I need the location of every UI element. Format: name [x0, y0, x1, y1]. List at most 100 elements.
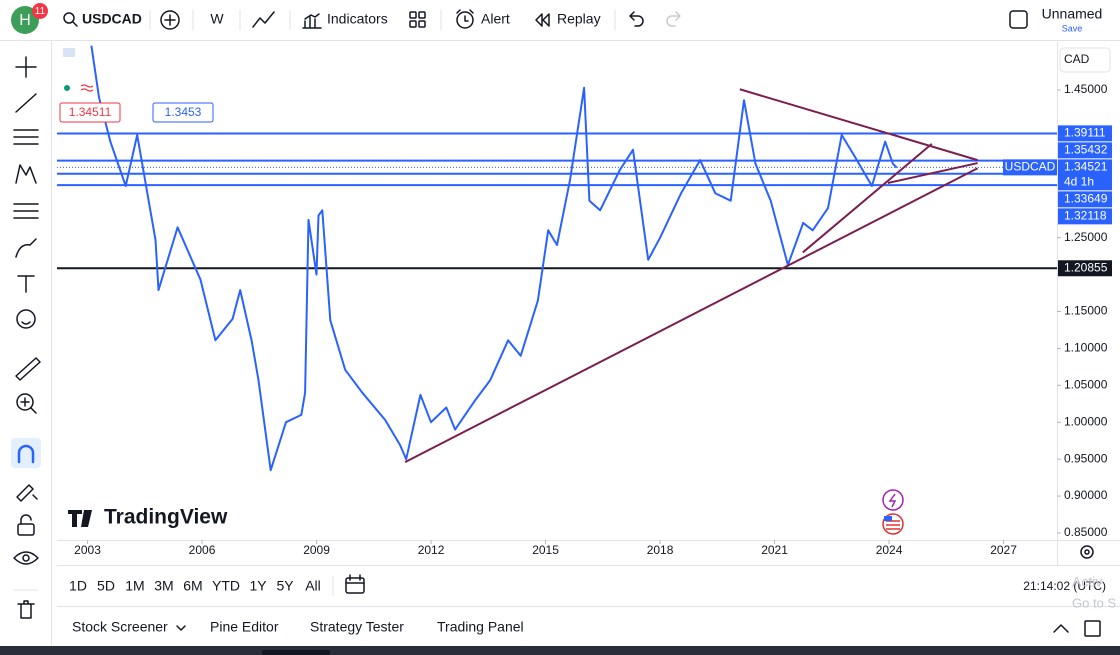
- go-to-date-icon-detail: [345, 574, 365, 584]
- left-toolbar: [11, 41, 52, 645]
- bottom-panel: Activ Go to S Stock Screener Pine Editor S…: [0, 574, 1120, 655]
- range-button[interactable]: 3M: [154, 578, 173, 594]
- x-tick-label: 2015: [532, 543, 559, 557]
- zoom-tool[interactable]: [16, 393, 34, 411]
- indicators-icon[interactable]: [302, 13, 322, 29]
- range-button[interactable]: 1M: [125, 578, 144, 594]
- event-icon[interactable]: [882, 489, 904, 511]
- last-price-symbol: USDCAD: [1005, 160, 1056, 174]
- trendline: [802, 143, 933, 254]
- delete-tool[interactable]: [17, 600, 35, 619]
- maximize-panel[interactable]: [1084, 620, 1101, 637]
- alert-icon[interactable]: [456, 11, 474, 29]
- range-button[interactable]: 5Y: [276, 578, 294, 594]
- x-tick-label: 2012: [418, 543, 445, 557]
- range-button[interactable]: YTD: [212, 578, 240, 594]
- hide-tool[interactable]: [13, 551, 39, 565]
- watermark-logo: [68, 510, 92, 527]
- plot-area[interactable]: [57, 42, 1057, 540]
- indicators-button[interactable]: Indicators: [327, 11, 388, 27]
- level-tag: [1058, 260, 1112, 277]
- panel-tab[interactable]: Strategy Tester: [310, 619, 404, 635]
- stay-drawing-tool[interactable]: [16, 484, 38, 502]
- panel-tab[interactable]: Pine Editor: [210, 619, 279, 635]
- compare-plus: [164, 14, 176, 26]
- compare-icon[interactable]: [160, 10, 180, 30]
- clock[interactable]: 21:14:02 (UTC): [1023, 579, 1106, 593]
- lock-tool[interactable]: [17, 523, 35, 536]
- magnet-bg: [11, 438, 41, 468]
- avatar[interactable]: [11, 6, 39, 34]
- redo-icon[interactable]: [666, 11, 681, 27]
- level-tag: [1058, 125, 1112, 142]
- symbol[interactable]: USDCAD: [82, 11, 142, 27]
- interval[interactable]: W: [210, 11, 224, 27]
- layouts-icon[interactable]: [409, 11, 426, 28]
- measure-tool[interactable]: [15, 357, 41, 381]
- collapse-panel[interactable]: [1053, 624, 1069, 633]
- panel-tab[interactable]: Stock Screener: [72, 619, 168, 635]
- x-tick-label: 2021: [761, 543, 788, 557]
- y-tick-label: 0.95000: [1064, 451, 1108, 465]
- prediction-tool[interactable]: [13, 203, 39, 219]
- alert-button[interactable]: Alert: [481, 11, 510, 27]
- settings-icon[interactable]: [1080, 545, 1094, 559]
- crosshair-tool[interactable]: [15, 56, 37, 78]
- economic-event-flag-canton: [884, 516, 892, 521]
- zoom-tool-detail: [20, 397, 37, 414]
- market-status-dot: [64, 85, 70, 91]
- x-tick-label: 2009: [303, 543, 330, 557]
- text-tool[interactable]: [17, 275, 35, 293]
- magnet-tool[interactable]: [17, 444, 35, 464]
- trendline: [404, 167, 979, 463]
- lock-tool-shackle: [20, 514, 32, 525]
- countdown: 4d 1h: [1064, 175, 1094, 189]
- chart: CAD TradingView 1.45000 1.25000 1.15000 1.1…: [57, 42, 1120, 565]
- trendline-tool[interactable]: [15, 93, 37, 113]
- currency-box[interactable]: [1059, 47, 1111, 73]
- save-label[interactable]: Save: [1062, 23, 1083, 33]
- brush-tool[interactable]: [15, 238, 37, 258]
- replay-button[interactable]: Replay: [557, 11, 601, 27]
- symbol-flag: [63, 48, 75, 57]
- last-price-box: [1058, 159, 1112, 191]
- bottom-strip: [0, 646, 1120, 655]
- y-tick-label: 1.25000: [1064, 230, 1108, 244]
- undo-icon[interactable]: [629, 11, 644, 27]
- bid-price: 1.34511: [69, 105, 112, 119]
- trendline: [739, 88, 978, 162]
- range-button[interactable]: 1D: [69, 578, 87, 594]
- badge: [32, 3, 48, 19]
- range-button[interactable]: All: [305, 578, 321, 594]
- bid-box: [59, 102, 121, 123]
- fib-tool[interactable]: [13, 129, 39, 145]
- chart-style-icon[interactable]: [252, 11, 275, 28]
- screener-chevron[interactable]: [176, 625, 186, 631]
- alert-icon-detail: [456, 9, 474, 22]
- go-to-date-icon[interactable]: [345, 577, 365, 594]
- price-line: [90, 45, 898, 472]
- y-tick-label: 1.05000: [1064, 377, 1108, 391]
- search-icon[interactable]: [63, 12, 75, 24]
- icon-tool[interactable]: [16, 309, 36, 329]
- hide-tool-pupil: [22, 554, 30, 562]
- y-tick-label: 1.15000: [1064, 304, 1108, 318]
- y-tick-label: 0.90000: [1064, 488, 1108, 502]
- layout-checkbox[interactable]: [1009, 10, 1028, 29]
- layout-name[interactable]: Unnamed: [1042, 6, 1103, 22]
- pattern-tool[interactable]: [15, 164, 37, 184]
- replay-icon[interactable]: [535, 13, 550, 27]
- ask-price: 1.3453: [165, 105, 202, 119]
- panel-bg: [57, 606, 1120, 648]
- scroll-handle: [262, 650, 330, 655]
- panel-tab[interactable]: Trading Panel: [437, 619, 524, 635]
- watermark: TradingView: [104, 506, 228, 529]
- level-label: 1.39111: [1064, 126, 1106, 140]
- range-button[interactable]: 1Y: [249, 578, 267, 594]
- currency: CAD: [1064, 52, 1090, 66]
- y-tick-label: 1.45000: [1064, 82, 1108, 96]
- range-button[interactable]: 5D: [97, 578, 115, 594]
- range-button[interactable]: 6M: [183, 578, 202, 594]
